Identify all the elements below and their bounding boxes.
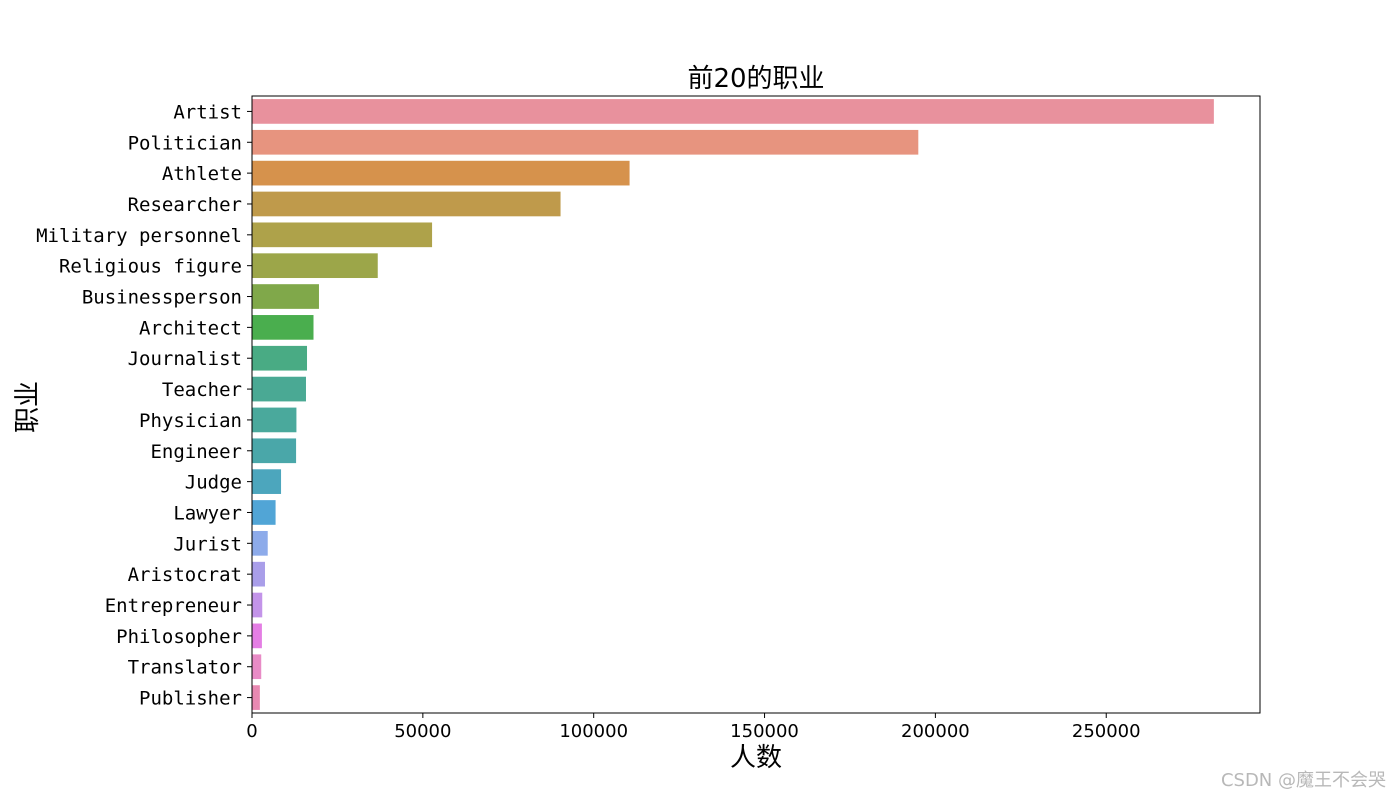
category-labels: Artist Politician Athlete Researcher Militar… [36,101,252,710]
x-tick-label: 0 [246,721,257,742]
x-tick-label: 200000 [901,721,970,742]
category-label: Physician [139,410,242,432]
bar-entrepreneur [252,592,263,618]
bar-lawyer [252,500,276,525]
category-label: Teacher [162,379,242,401]
x-tick-label: 150000 [730,721,799,742]
x-axis-label: 人数 [730,743,782,773]
category-label: Politician [128,132,242,154]
category-label: Aristocrat [128,564,242,586]
bar-physician [252,407,297,433]
y-axis-label: 职业 [13,381,43,433]
category-label: Researcher [128,194,242,216]
bar-religious-figure [252,253,378,279]
x-tick-label: 50000 [394,721,451,742]
bar-teacher [252,376,306,402]
category-label: Publisher [139,688,242,710]
category-label: Artist [173,101,242,123]
category-label: Engineer [150,441,242,463]
bar-jurist [252,530,268,556]
bar-philosopher [252,623,262,649]
bar-researcher [252,191,561,217]
x-tick-label: 100000 [559,721,628,742]
bar-aristocrat [252,561,265,587]
x-tick-label: 250000 [1072,721,1141,742]
bar-military-personnel [252,222,433,248]
bar-artist [252,99,1214,124]
category-label: Entrepreneur [105,595,242,617]
bar-translator [252,654,262,680]
x-ticks: 0 50000 100000 150000 200000 250000 [246,713,1141,742]
category-label: Military personnel [36,225,242,247]
bar-publisher [252,685,260,710]
category-label: Journalist [128,348,242,370]
category-label: Judge [185,472,242,494]
category-label: Jurist [173,533,242,555]
category-label: Businessperson [82,287,242,309]
bar-athlete [252,160,630,186]
category-label: Philosopher [116,626,242,648]
category-label: Lawyer [173,502,242,524]
bar-businessperson [252,284,319,309]
watermark: CSDN @魔王不会哭 [1220,770,1386,791]
bar-judge [252,469,282,494]
category-label: Architect [139,317,242,339]
plot-frame [251,95,1261,714]
category-label: Translator [128,657,242,679]
chart-title: 前20的职业 [687,64,824,94]
bar-engineer [252,438,297,464]
bar-architect [252,315,314,340]
bar-politician [252,129,919,155]
category-label: Athlete [162,163,242,185]
bar-journalist [252,345,308,371]
category-label: Religious figure [59,256,242,278]
bars-group [252,99,1214,710]
